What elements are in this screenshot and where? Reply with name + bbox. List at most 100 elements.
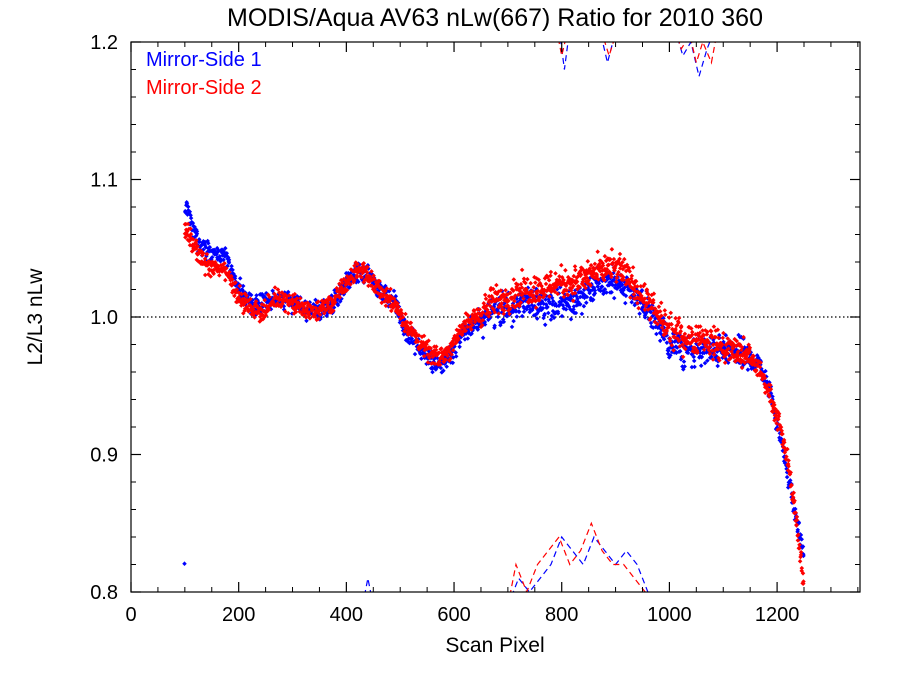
ms1-point (661, 336, 667, 342)
ms2-point (352, 263, 357, 269)
ms2-point (322, 311, 327, 316)
ms2-point (450, 347, 456, 353)
ms1-point (517, 309, 522, 314)
ms2-point (403, 311, 408, 317)
ms2-point (794, 522, 799, 528)
ms1-point (623, 300, 628, 306)
ms1-point (702, 360, 708, 366)
ms1-point (668, 353, 673, 358)
ms1-point (699, 354, 704, 360)
ms1-point (543, 297, 548, 302)
ms2-point (364, 270, 370, 275)
legend: Mirror-Side 1 Mirror-Side 2 (146, 49, 262, 99)
ms1-point (188, 215, 194, 221)
ms2-point (642, 307, 648, 313)
ms2-point (649, 306, 655, 311)
ms1-point (453, 354, 459, 359)
ms2-point (508, 306, 513, 311)
ms2-point (676, 315, 682, 321)
ms2-point (739, 365, 745, 371)
ms2-point (622, 256, 627, 262)
ms2-point (673, 315, 678, 321)
ms1-point (568, 316, 574, 322)
ms2-point (337, 295, 343, 300)
ms2-point (742, 360, 748, 366)
ms2-point (592, 261, 598, 267)
ms2-point (744, 347, 750, 353)
ms2-point (708, 329, 714, 334)
ms2-point (233, 280, 238, 285)
ms2-point (462, 321, 468, 327)
ms2-point (533, 305, 539, 310)
ms2-point (642, 296, 648, 301)
ms2-point (351, 278, 357, 283)
ms2-point (667, 338, 673, 344)
ms2-point (683, 346, 688, 352)
ms2-point (223, 277, 228, 283)
ms2-point (614, 275, 620, 281)
ms2-point (428, 345, 433, 351)
ms2-point (592, 266, 598, 271)
ms2-point (277, 294, 283, 299)
ms2-point (202, 256, 208, 262)
ms1-point (698, 363, 704, 368)
ms2-point (426, 338, 431, 343)
ms2-point (316, 299, 321, 304)
ms2-point (501, 311, 506, 317)
ms2-point (643, 303, 648, 309)
ms2-point (443, 357, 449, 362)
ms2-point (508, 290, 513, 296)
y-tick-label: 0.9 (90, 445, 118, 467)
ms1-point (237, 276, 243, 281)
ms2-point (408, 320, 414, 326)
ms2-point (767, 394, 772, 399)
ms2-point (651, 297, 656, 303)
ms2-point (725, 336, 730, 341)
ms2-point (697, 330, 703, 336)
ms1-point (599, 284, 605, 289)
ms1-point (590, 297, 596, 302)
ms2-point (307, 313, 312, 318)
ms2-point (378, 285, 384, 290)
ms1-point (285, 289, 291, 295)
ms2-point (548, 273, 553, 278)
ms1-point (579, 311, 585, 317)
ms1-point (542, 311, 547, 317)
ms2-point (659, 325, 665, 330)
ms1-point (509, 324, 515, 330)
ms2-point (432, 361, 438, 367)
x-tick-label: 1000 (647, 604, 692, 626)
ms2-point (735, 349, 741, 354)
ms2-point (776, 417, 781, 422)
ms2-point (658, 300, 664, 306)
ms1-point (226, 257, 232, 262)
ms2-point (387, 298, 393, 304)
ms2-point (679, 323, 684, 329)
ms1-point (681, 359, 687, 364)
ms2-point (747, 345, 753, 351)
ms2-point (571, 283, 576, 289)
ms2-point (608, 257, 613, 262)
chart-title: MODIS/Aqua AV63 nLw(667) Ratio for 2010 … (227, 4, 763, 32)
ms2-point (595, 249, 600, 254)
ms2-point (707, 351, 713, 357)
ms1-point (584, 300, 589, 305)
ms2-point (614, 279, 619, 285)
ms1-point (637, 311, 642, 316)
ms2-point (546, 277, 552, 283)
ms1-point (412, 351, 418, 357)
ms1-point (629, 299, 634, 305)
ms1-point (788, 478, 793, 483)
ms2-point (739, 344, 745, 350)
ms2-point (263, 313, 269, 318)
ms2-point (482, 292, 488, 298)
ms2-point (480, 317, 486, 323)
ms2-point (596, 277, 601, 282)
ms1-point (639, 288, 645, 293)
ms2-point (585, 259, 591, 264)
ms2-point (515, 282, 521, 288)
ms2-point (609, 274, 614, 280)
ms2-point (758, 360, 763, 365)
ms2-point (518, 281, 524, 287)
ms2-point (628, 295, 633, 300)
